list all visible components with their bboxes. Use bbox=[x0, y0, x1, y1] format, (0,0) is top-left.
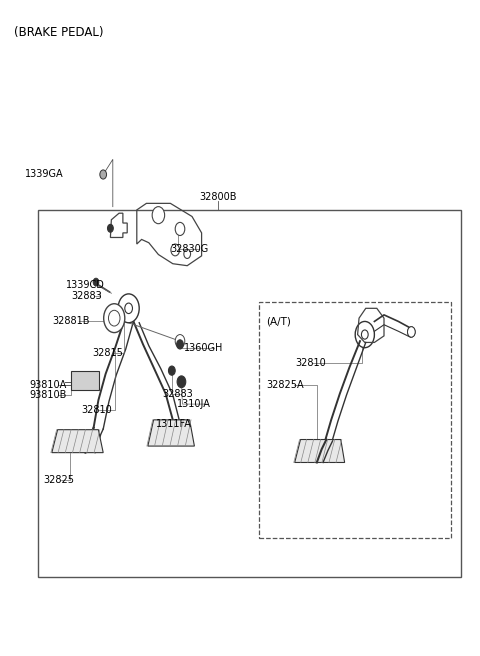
Text: 32881B: 32881B bbox=[53, 316, 90, 327]
Circle shape bbox=[118, 294, 139, 323]
Circle shape bbox=[171, 244, 180, 256]
Text: 1339CD: 1339CD bbox=[66, 280, 105, 291]
Circle shape bbox=[175, 222, 185, 236]
Circle shape bbox=[152, 207, 165, 224]
Text: 32800B: 32800B bbox=[199, 192, 237, 202]
Text: 32810: 32810 bbox=[295, 358, 326, 368]
Circle shape bbox=[177, 340, 183, 349]
Bar bbox=[38, 210, 461, 577]
Text: (BRAKE PEDAL): (BRAKE PEDAL) bbox=[14, 26, 104, 39]
Bar bbox=[71, 371, 99, 390]
Text: 1339GA: 1339GA bbox=[25, 169, 63, 179]
Text: 32830G: 32830G bbox=[170, 244, 209, 255]
Text: 32883: 32883 bbox=[162, 388, 193, 399]
Text: 32815: 32815 bbox=[93, 348, 123, 358]
Text: 1360GH: 1360GH bbox=[184, 342, 223, 353]
Circle shape bbox=[108, 310, 120, 326]
Text: 32810: 32810 bbox=[82, 405, 112, 415]
Polygon shape bbox=[52, 430, 103, 453]
Polygon shape bbox=[295, 440, 345, 462]
Circle shape bbox=[125, 303, 132, 314]
Text: (A/T): (A/T) bbox=[266, 316, 291, 326]
Circle shape bbox=[355, 321, 374, 348]
Circle shape bbox=[175, 335, 185, 348]
Circle shape bbox=[93, 278, 99, 286]
Text: 1310JA: 1310JA bbox=[177, 399, 211, 409]
Circle shape bbox=[184, 249, 191, 258]
Text: 32883: 32883 bbox=[71, 291, 102, 301]
Circle shape bbox=[408, 327, 415, 337]
Bar bbox=[259, 302, 451, 538]
Text: 32825: 32825 bbox=[43, 475, 74, 485]
Circle shape bbox=[361, 330, 368, 339]
Circle shape bbox=[108, 224, 113, 232]
Circle shape bbox=[408, 327, 415, 337]
Circle shape bbox=[104, 304, 125, 333]
Text: 93810A: 93810A bbox=[30, 380, 67, 390]
Circle shape bbox=[168, 366, 175, 375]
Text: 93810B: 93810B bbox=[30, 390, 67, 400]
Circle shape bbox=[100, 170, 107, 179]
Text: 1311FA: 1311FA bbox=[156, 419, 192, 430]
Text: 32825A: 32825A bbox=[266, 380, 304, 390]
Circle shape bbox=[177, 376, 186, 388]
Polygon shape bbox=[148, 420, 194, 446]
